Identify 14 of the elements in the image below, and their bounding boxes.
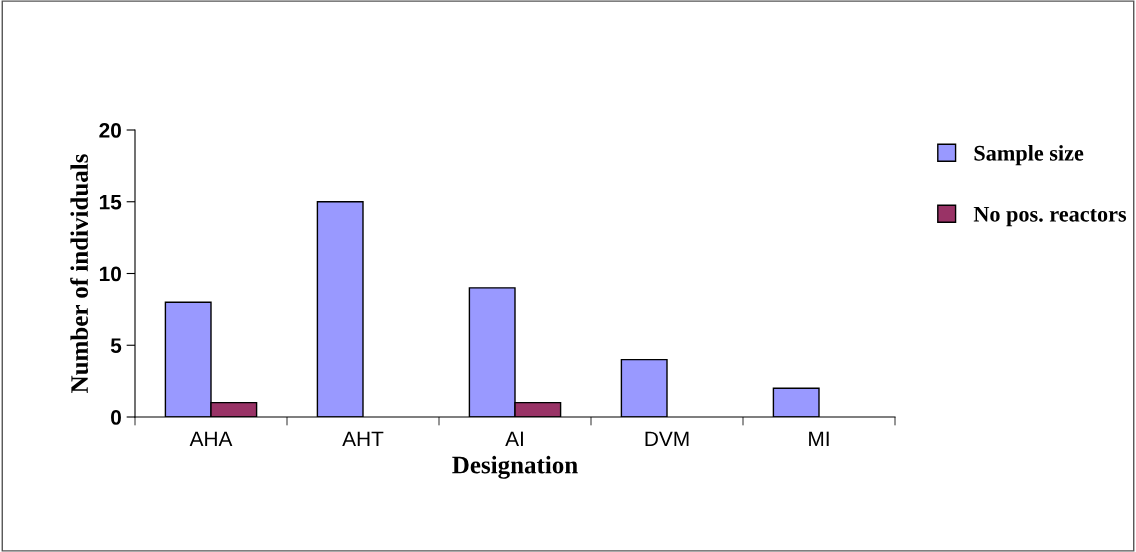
x-axis-title: Designation bbox=[452, 455, 578, 479]
y-axis-title: Number of individuals bbox=[70, 154, 89, 393]
legend-label: Sample size bbox=[974, 145, 1084, 166]
x-tick-label: DVM bbox=[645, 431, 689, 446]
x-tick-label: AI bbox=[505, 431, 523, 446]
y-tick-label: 15 bbox=[99, 194, 122, 210]
x-tick-label: AHA bbox=[189, 431, 233, 446]
x-tick-label: MI bbox=[809, 431, 829, 446]
y-tick-label: 5 bbox=[110, 338, 122, 353]
y-tick-label: 0 bbox=[111, 410, 121, 425]
legend-label: No pos. reactors bbox=[973, 206, 1127, 227]
y-tick-label: 20 bbox=[99, 123, 121, 138]
x-tick-label: AHT bbox=[342, 431, 384, 446]
y-tick-label: 10 bbox=[99, 266, 121, 282]
